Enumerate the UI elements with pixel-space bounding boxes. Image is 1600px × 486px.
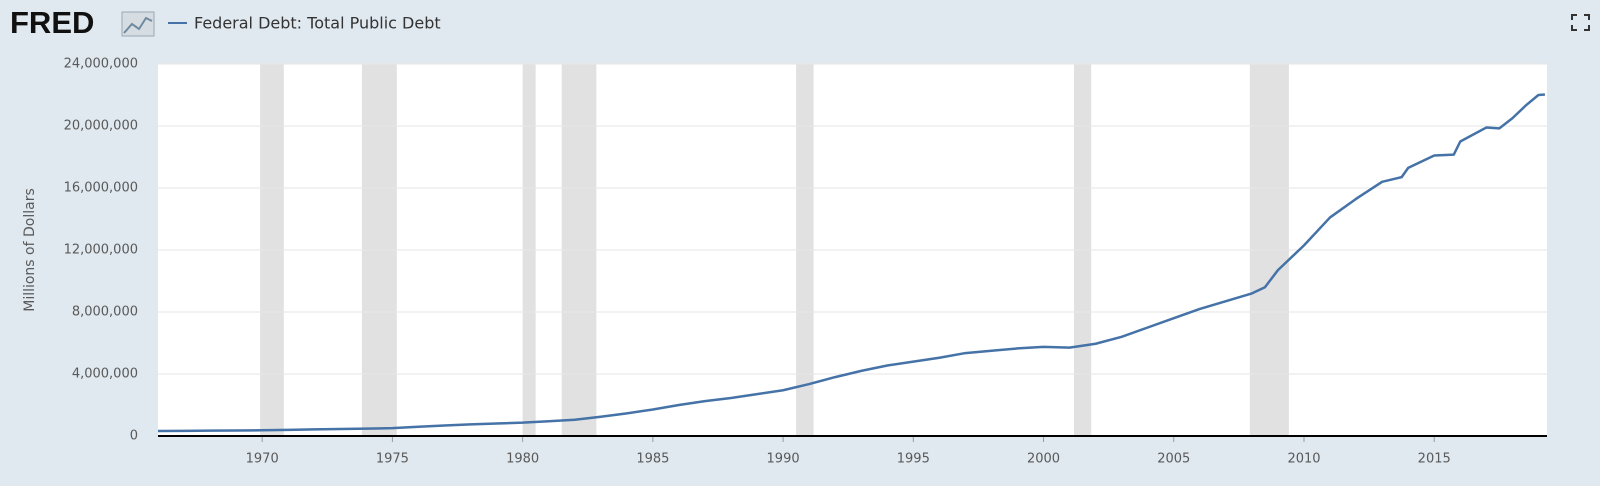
x-tick-label: 2015	[1418, 452, 1451, 467]
x-tick-label: 2010	[1287, 452, 1320, 467]
x-tick-label: 1980	[506, 452, 539, 467]
x-tick-label: 1975	[376, 452, 409, 467]
x-tick-label: 1970	[246, 452, 279, 467]
y-tick-label: 24,000,000	[64, 57, 138, 72]
y-tick-label: 8,000,000	[72, 305, 138, 320]
data-line	[157, 93, 1546, 433]
y-tick-label: 0	[130, 429, 138, 444]
fullscreen-icon[interactable]	[1571, 14, 1590, 31]
legend-label: Federal Debt: Total Public Debt	[194, 14, 441, 33]
logo: FRED	[10, 5, 94, 40]
y-tick-label: 20,000,000	[64, 119, 138, 134]
y-tick-label: 16,000,000	[64, 181, 138, 196]
x-tick-label: 2000	[1027, 452, 1060, 467]
y-axis-label: Millions of Dollars	[22, 188, 38, 312]
y-tick-label: 12,000,000	[64, 243, 138, 258]
x-tick-label: 2005	[1157, 452, 1190, 467]
logo-icon	[121, 11, 155, 37]
x-tick-label: 1985	[636, 452, 669, 467]
x-tick-label: 1995	[897, 452, 930, 467]
y-tick-label: 4,000,000	[72, 367, 138, 382]
x-tick-label: 1990	[767, 452, 800, 467]
